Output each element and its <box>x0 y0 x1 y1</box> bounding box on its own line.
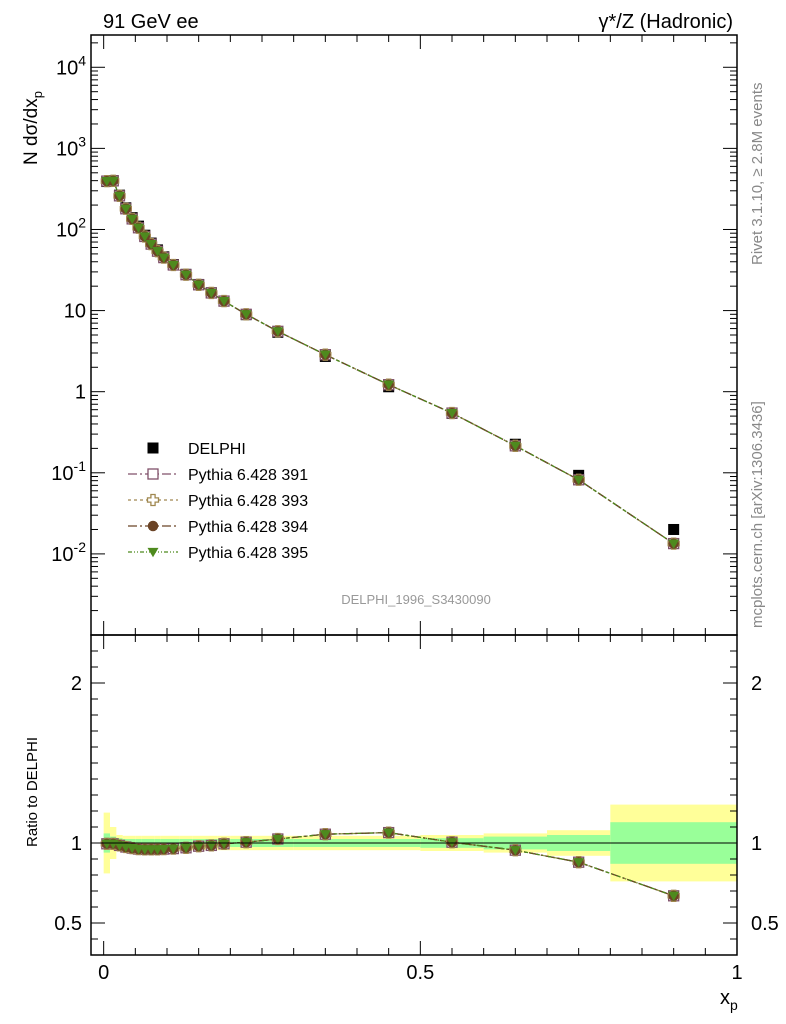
x-tick-label: 1 <box>731 962 742 984</box>
rivet-version-label: Rivet 3.1.10, ≥ 2.8M events <box>749 83 766 266</box>
main-data-point <box>145 239 157 250</box>
header-left: 91 GeV ee <box>103 11 199 33</box>
main-data-point <box>218 296 230 307</box>
ratio-data-point <box>167 844 179 854</box>
main-mc-curves <box>106 180 675 545</box>
ratio-y-tick-label-right: 1 <box>751 833 762 855</box>
ratio-y-tick-label-right: 0.5 <box>751 913 779 935</box>
ratio-plot-frame <box>90 634 738 956</box>
mcplots-label: mcplots.cern.ch [arXiv:1306.3436] <box>749 401 766 628</box>
main-data-point <box>272 327 284 337</box>
legend-marker <box>147 442 159 454</box>
header-right: γ*/Z (Hadronic) <box>599 11 733 33</box>
legend-label: Pythia 6.428 393 <box>188 493 308 510</box>
main-y-axis-ticks: 10-2 10-1 1 10 102 103 104 <box>51 42 737 636</box>
main-y-tick-label: 10 <box>64 301 86 323</box>
main-y-tick-label: 10-2 <box>51 539 86 566</box>
ratio-data-point <box>383 828 395 838</box>
main-markers <box>100 174 680 550</box>
ratio-data-point <box>272 834 284 845</box>
legend-marker <box>146 493 160 507</box>
main-data-point <box>240 310 252 320</box>
main-y-tick-label: 1 <box>75 382 86 404</box>
legend-marker <box>147 547 159 558</box>
main-series-line <box>106 180 675 545</box>
main-data-point <box>139 232 151 242</box>
main-data-point <box>114 191 125 202</box>
x-axis-ticks: 0 0.5 1 <box>98 35 743 984</box>
x-axis-label: xp <box>720 987 738 1013</box>
ratio-data-point <box>158 844 170 855</box>
main-data-point <box>126 214 138 225</box>
ratio-data-point <box>205 841 217 851</box>
ratio-y-tick-label-left: 2 <box>71 673 82 695</box>
main-y-tick-label: 104 <box>56 52 86 79</box>
legend-label: Pythia 6.428 391 <box>188 467 308 484</box>
ratio-data-point <box>218 839 230 850</box>
main-data-point <box>167 260 179 271</box>
main-data-point <box>193 280 205 291</box>
ratio-data-point <box>193 842 205 852</box>
ratio-y-axis-ticks: 0.5 0.5 1 1 2 2 <box>54 650 779 940</box>
main-data-point <box>509 441 521 452</box>
main-data-point <box>120 204 132 215</box>
ratio-y-tick-label-left: 1 <box>71 833 82 855</box>
main-y-axis-label: N dσ/dxp <box>21 91 45 165</box>
ratio-data-point <box>573 858 585 868</box>
main-data-point <box>668 523 680 535</box>
main-data-point <box>573 475 585 486</box>
main-data-point <box>446 408 458 419</box>
ratio-markers <box>100 826 680 902</box>
main-data-point <box>205 288 217 299</box>
main-data-point <box>319 350 331 360</box>
legend-label: Pythia 6.428 395 <box>188 545 308 562</box>
legend-label: Pythia 6.428 394 <box>188 519 308 536</box>
legend-label: DELPHI <box>188 441 246 458</box>
main-data-point <box>158 253 170 263</box>
ratio-data-point <box>319 830 331 840</box>
main-y-tick-label: 103 <box>56 133 86 160</box>
ratio-data-point <box>180 843 192 854</box>
main-series-line <box>106 180 675 545</box>
ratio-data-point <box>509 846 521 856</box>
main-data-point <box>133 223 144 233</box>
ratio-y-tick-label-left: 0.5 <box>54 913 82 935</box>
x-tick-label: 0 <box>98 962 109 984</box>
main-data-point <box>383 380 395 390</box>
ratio-y-tick-label-right: 2 <box>751 673 762 695</box>
main-series-line <box>106 180 675 545</box>
main-data-point <box>668 539 680 549</box>
main-series-line <box>106 180 675 545</box>
ratio-y-axis-label: Ratio to DELPHI <box>24 737 41 847</box>
main-data-point <box>180 270 192 280</box>
analysis-id-label: DELPHI_1996_S3430090 <box>341 592 491 607</box>
main-y-tick-label: 10-1 <box>51 458 86 485</box>
x-tick-label: 0.5 <box>406 962 434 984</box>
main-data-point <box>152 247 163 257</box>
legend: DELPHI Pythia 6.428 391 Pythia 6.428 393 Py… <box>128 441 308 562</box>
legend-marker <box>147 520 159 532</box>
main-y-tick-label: 102 <box>56 214 86 241</box>
legend-marker <box>147 468 159 480</box>
ratio-data-point <box>668 891 680 902</box>
main-data-point <box>107 176 119 187</box>
